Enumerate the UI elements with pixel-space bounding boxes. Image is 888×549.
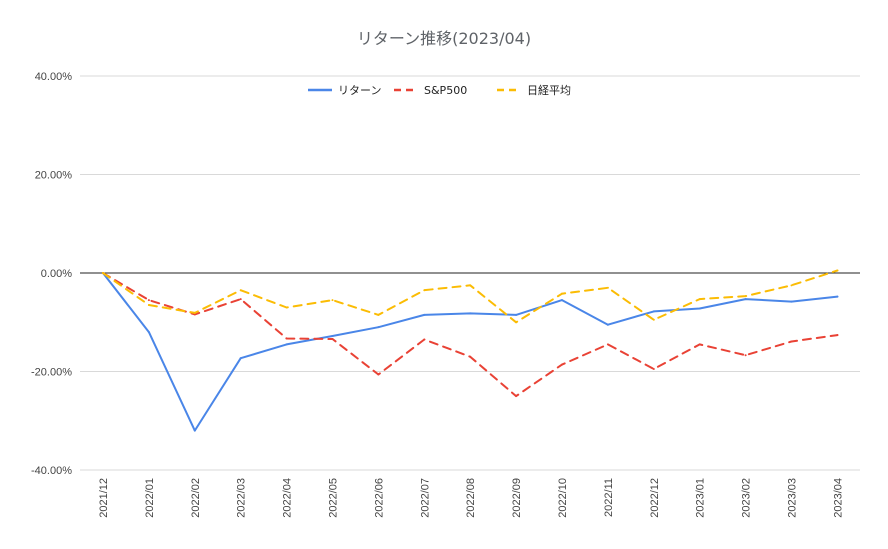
x-tick-label: 2023/02 bbox=[741, 478, 753, 518]
data-point bbox=[836, 269, 839, 272]
data-point bbox=[836, 295, 839, 298]
x-tick-label: 2022/11 bbox=[603, 478, 615, 517]
x-tick-label: 2022/04 bbox=[282, 478, 294, 518]
data-point bbox=[606, 286, 609, 289]
data-point bbox=[469, 355, 472, 358]
x-tick-label: 2023/03 bbox=[787, 478, 799, 518]
data-point bbox=[469, 312, 472, 315]
data-point bbox=[239, 357, 242, 360]
data-point bbox=[515, 321, 518, 324]
x-tick-label: 2022/01 bbox=[144, 478, 156, 518]
y-tick-label: -40.00% bbox=[31, 465, 72, 477]
x-tick-label: 2022/02 bbox=[190, 478, 202, 518]
data-point bbox=[790, 300, 793, 303]
data-point bbox=[377, 313, 380, 316]
grid bbox=[80, 75, 860, 471]
data-point bbox=[790, 340, 793, 343]
data-point bbox=[285, 343, 288, 346]
data-point bbox=[377, 373, 380, 376]
data-point bbox=[606, 323, 609, 326]
x-tick-label: 2023/01 bbox=[695, 478, 707, 518]
x-tick-label: 2021/12 bbox=[98, 478, 110, 518]
data-point bbox=[561, 299, 563, 302]
data-point bbox=[469, 284, 472, 287]
y-tick-label: -20.00% bbox=[31, 367, 72, 379]
data-point bbox=[606, 343, 609, 346]
data-point bbox=[790, 284, 793, 287]
y-tick-label: 20.00% bbox=[35, 170, 73, 182]
data-point bbox=[698, 307, 701, 310]
data-point bbox=[193, 311, 196, 314]
data-point bbox=[561, 363, 563, 366]
data-point bbox=[193, 313, 196, 316]
data-point bbox=[331, 335, 334, 338]
data-point bbox=[147, 299, 150, 302]
data-point bbox=[652, 310, 655, 313]
series-line-3 bbox=[102, 269, 839, 324]
legend: リターン S&P500 日経平均 bbox=[308, 84, 571, 97]
x-tick-label: 2022/06 bbox=[373, 478, 385, 518]
data-point bbox=[239, 298, 242, 301]
data-point bbox=[744, 295, 747, 298]
x-tick-label: 2022/08 bbox=[465, 478, 477, 518]
x-tick-label: 2022/05 bbox=[328, 478, 340, 518]
data-point bbox=[515, 313, 518, 316]
x-tick-label: 2022/03 bbox=[236, 478, 248, 518]
data-point bbox=[561, 292, 563, 295]
data-point bbox=[423, 313, 426, 316]
data-point bbox=[331, 337, 334, 340]
chart-title: リターン推移(2023/04) bbox=[357, 29, 531, 48]
series-lines bbox=[102, 269, 839, 432]
x-tick-label: 2022/07 bbox=[419, 478, 431, 518]
y-tick-label: 40.00% bbox=[35, 71, 73, 83]
data-point bbox=[377, 326, 380, 329]
legend-label: リターン bbox=[338, 84, 381, 97]
data-point bbox=[744, 354, 747, 357]
data-point bbox=[698, 343, 701, 346]
data-point bbox=[239, 289, 242, 292]
y-axis: 40.00% 20.00% 0.00% -20.00% -40.00% bbox=[31, 71, 72, 477]
data-point bbox=[193, 429, 196, 432]
legend-label: S&P500 bbox=[424, 84, 467, 97]
data-point bbox=[285, 337, 288, 340]
data-point bbox=[744, 298, 747, 301]
data-point bbox=[102, 272, 104, 274]
data-point bbox=[423, 338, 426, 341]
data-point bbox=[652, 318, 655, 321]
data-point bbox=[147, 331, 150, 334]
data-point bbox=[147, 304, 150, 307]
x-axis: 2021/12 2022/01 2022/02 2022/03 2022/04 2022/… bbox=[98, 478, 844, 518]
data-point bbox=[423, 289, 426, 292]
data-point bbox=[285, 306, 288, 309]
data-point bbox=[652, 368, 655, 371]
data-point bbox=[331, 299, 334, 302]
legend-label: 日経平均 bbox=[527, 84, 571, 97]
y-tick-label: 0.00% bbox=[41, 268, 72, 280]
x-tick-label: 2022/12 bbox=[649, 478, 661, 518]
series-line-2 bbox=[102, 272, 839, 398]
x-tick-label: 2023/04 bbox=[832, 478, 844, 518]
data-point bbox=[836, 334, 839, 337]
data-point bbox=[515, 395, 518, 398]
x-tick-label: 2022/10 bbox=[557, 478, 569, 518]
data-point bbox=[698, 298, 701, 301]
x-tick-label: 2022/09 bbox=[511, 478, 523, 518]
